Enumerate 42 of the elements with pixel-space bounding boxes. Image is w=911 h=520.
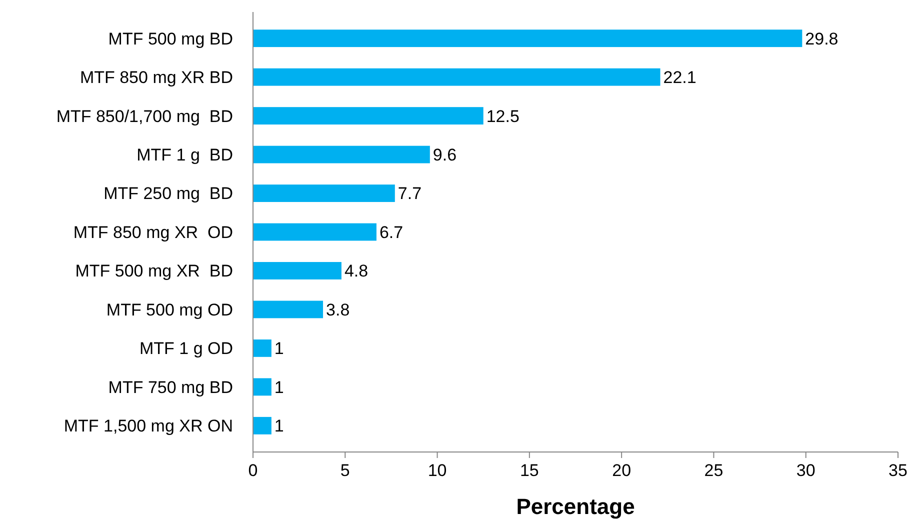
bar <box>253 184 395 202</box>
bar <box>253 416 272 434</box>
data-label: 1 <box>274 416 284 436</box>
y-tick-label: MTF 850/1,700 mg BD <box>56 106 233 126</box>
data-label: 3.8 <box>326 300 350 320</box>
data-label: 1 <box>274 378 284 397</box>
data-label: 9.6 <box>432 145 457 164</box>
data-label: 6.7 <box>379 222 404 242</box>
data-label: 4.8 <box>344 262 368 281</box>
bar <box>253 68 660 86</box>
y-tick-label: MTF 850 mg XR OD <box>73 222 233 242</box>
y-tick-label: MTF 500 mg XR BD <box>75 262 233 281</box>
bar <box>253 262 342 280</box>
data-label: 29.8 <box>805 29 838 48</box>
bar <box>253 339 272 357</box>
x-tick-label: 20 <box>612 461 632 480</box>
x-tick-label: 0 <box>248 461 258 480</box>
x-tick-label: 10 <box>428 461 447 480</box>
y-tick-label: MTF 1 g BD <box>136 145 233 164</box>
x-tick-label: 5 <box>340 461 350 480</box>
data-label: 22.1 <box>663 68 696 88</box>
y-tick-label: MTF 1 g OD <box>139 339 233 358</box>
y-tick-label: MTF 500 mg OD <box>106 300 233 320</box>
y-tick-label: MTF 750 mg BD <box>108 378 233 397</box>
x-axis-title: Percentage <box>516 494 635 519</box>
data-label: 1 <box>274 339 284 358</box>
x-tick-label: 15 <box>520 461 539 480</box>
x-tick-label: 30 <box>796 461 816 480</box>
bar <box>253 107 484 125</box>
bar <box>253 30 802 48</box>
data-label: 12.5 <box>486 106 520 126</box>
y-tick-label: MTF 850 mg XR BD <box>80 68 233 88</box>
y-tick-label: MTF 1,500 mg XR ON <box>64 416 233 436</box>
data-label: 7.7 <box>398 184 422 204</box>
x-tick-label: 25 <box>704 461 724 480</box>
x-tick-label: 35 <box>888 461 908 480</box>
bar <box>253 223 376 241</box>
bar <box>253 146 430 164</box>
bar <box>253 378 272 396</box>
y-tick-label: MTF 250 mg BD <box>104 184 233 204</box>
bar <box>253 300 324 318</box>
y-tick-label: MTF 500 mg BD <box>108 29 233 48</box>
